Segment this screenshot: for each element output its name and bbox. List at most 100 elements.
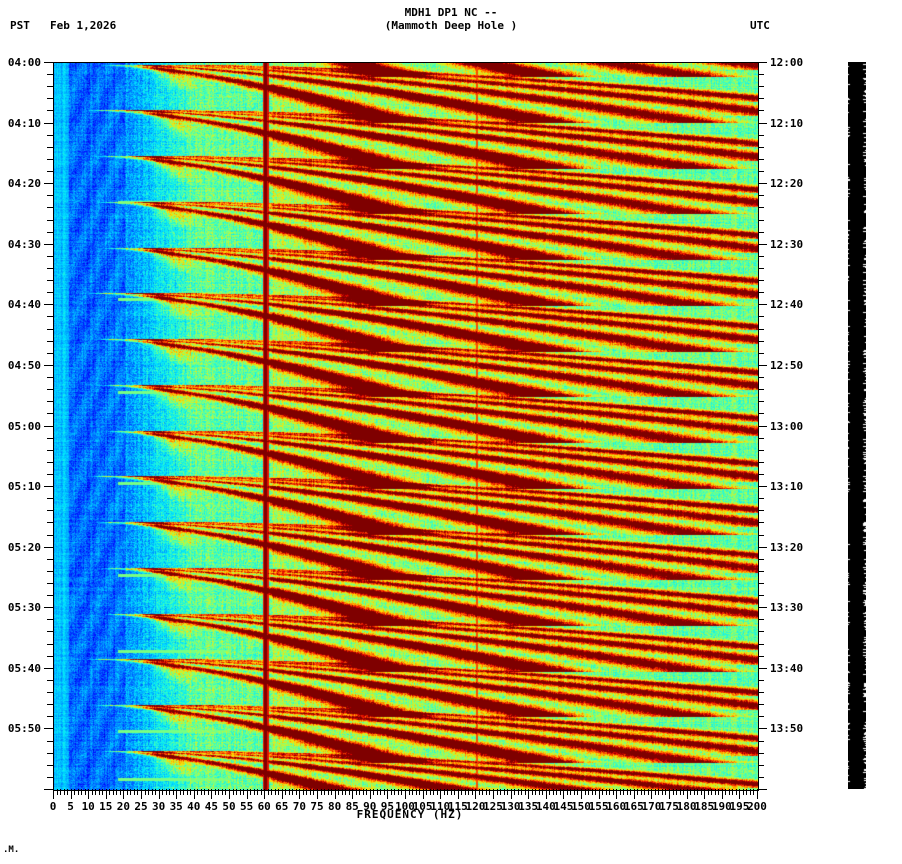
time-tick-label-pst: 04:10	[7, 116, 41, 130]
freq-tick-minor	[444, 789, 445, 795]
freq-tick-minor	[539, 789, 540, 795]
time-tick-minor	[47, 740, 53, 742]
freq-tick-minor	[166, 789, 167, 795]
freq-tick-label: 200	[747, 800, 767, 813]
freq-tick-minor	[437, 789, 438, 795]
time-tick-minor	[758, 643, 764, 645]
time-tick-minor	[47, 449, 53, 451]
time-tick-major	[758, 243, 767, 245]
freq-tick-minor	[99, 789, 100, 795]
time-tick-major	[758, 304, 767, 306]
time-tick-minor	[758, 716, 764, 718]
freq-tick-major	[581, 789, 582, 799]
time-tick-minor	[758, 558, 764, 560]
time-tick-minor	[758, 679, 764, 681]
freq-tick-label: 155	[588, 800, 609, 813]
freq-tick-label: 0	[49, 800, 57, 813]
time-tick-major	[758, 486, 767, 488]
freq-tick-major	[687, 789, 688, 799]
freq-tick-minor	[648, 789, 649, 795]
freq-tick-minor	[310, 789, 311, 795]
freq-tick-minor	[197, 789, 198, 795]
time-tick-minor	[47, 195, 53, 197]
freq-tick-minor	[514, 789, 515, 795]
freq-tick-minor	[694, 789, 695, 795]
spectrogram-plot-area[interactable]	[53, 62, 759, 791]
freq-tick-minor	[690, 789, 691, 795]
freq-tick-minor	[711, 789, 712, 795]
time-tick-minor	[758, 498, 764, 500]
freq-tick-minor	[356, 789, 357, 795]
freq-tick-major	[599, 789, 600, 799]
time-tick-minor	[47, 328, 53, 330]
time-tick-label-pst: 05:00	[7, 419, 41, 433]
freq-tick-minor	[465, 789, 466, 795]
time-tick-major	[758, 183, 767, 185]
freq-tick-minor	[595, 789, 596, 795]
time-tick-minor	[758, 158, 764, 160]
time-tick-major	[758, 122, 767, 124]
freq-tick-minor	[412, 789, 413, 795]
freq-tick-major	[176, 789, 177, 799]
freq-tick-minor	[233, 789, 234, 795]
time-tick-minor	[47, 110, 53, 112]
freq-tick-major	[88, 789, 89, 799]
freq-tick-minor	[451, 789, 452, 795]
time-axis-pst: 04:00 04:10 04:20 04:30 04:40 04:50 05:00 05:10…	[0, 0, 53, 800]
freq-tick-minor	[560, 789, 561, 795]
freq-tick-minor	[130, 789, 131, 795]
time-tick-major	[44, 789, 53, 790]
freq-tick-label: 30	[151, 800, 166, 813]
freq-tick-minor	[113, 789, 114, 795]
time-tick-minor	[758, 219, 764, 221]
freq-tick-minor	[363, 789, 364, 795]
spectrogram-canvas[interactable]	[54, 63, 758, 790]
freq-tick-minor	[419, 789, 420, 795]
freq-tick-minor	[349, 789, 350, 795]
time-tick-major	[44, 728, 53, 730]
freq-tick-label: 125	[483, 800, 503, 813]
freq-tick-minor	[225, 789, 226, 795]
time-tick-label-pst: 05:30	[7, 601, 41, 615]
freq-tick-minor	[620, 789, 621, 795]
freq-tick-minor	[662, 789, 663, 795]
time-tick-minor	[47, 207, 53, 209]
date-label: Feb 1,2026	[50, 19, 117, 32]
freq-tick-minor	[201, 789, 202, 795]
freq-tick-label: 105	[412, 800, 433, 813]
time-tick-major	[758, 789, 767, 790]
time-tick-minor	[47, 619, 53, 621]
freq-tick-label: 150	[571, 800, 591, 813]
freq-tick-minor	[641, 789, 642, 795]
time-tick-major	[758, 425, 767, 427]
freq-tick-minor	[542, 789, 543, 795]
freq-tick-major	[475, 789, 476, 799]
freq-tick-minor	[137, 789, 138, 795]
freq-tick-minor	[296, 789, 297, 795]
time-axis-utc: 12:00 12:10 12:20 12:30 12:40 12:50 13:00 13:10…	[758, 0, 868, 800]
freq-tick-minor	[95, 789, 96, 795]
freq-tick-minor	[479, 789, 480, 795]
freq-tick-minor	[169, 789, 170, 795]
freq-tick-minor	[482, 789, 483, 795]
time-tick-minor	[47, 171, 53, 173]
freq-tick-minor	[275, 789, 276, 795]
freq-tick-minor	[750, 789, 751, 795]
freq-tick-minor	[162, 789, 163, 795]
freq-tick-minor	[532, 789, 533, 795]
time-tick-minor	[758, 340, 764, 342]
freq-tick-minor	[180, 789, 181, 795]
freq-tick-label: 175	[659, 800, 679, 813]
time-tick-minor	[758, 692, 764, 694]
freq-tick-minor	[489, 789, 490, 795]
freq-tick-major	[493, 789, 494, 799]
time-tick-minor	[758, 389, 764, 391]
time-tick-minor	[47, 340, 53, 342]
freq-tick-minor	[173, 789, 174, 795]
freq-tick-minor	[222, 789, 223, 795]
corner-artifact-glyph: .M.	[3, 845, 20, 855]
freq-tick-minor	[521, 789, 522, 795]
freq-tick-minor	[306, 789, 307, 795]
freq-tick-label: 100	[395, 800, 415, 813]
freq-tick-minor	[190, 789, 191, 795]
